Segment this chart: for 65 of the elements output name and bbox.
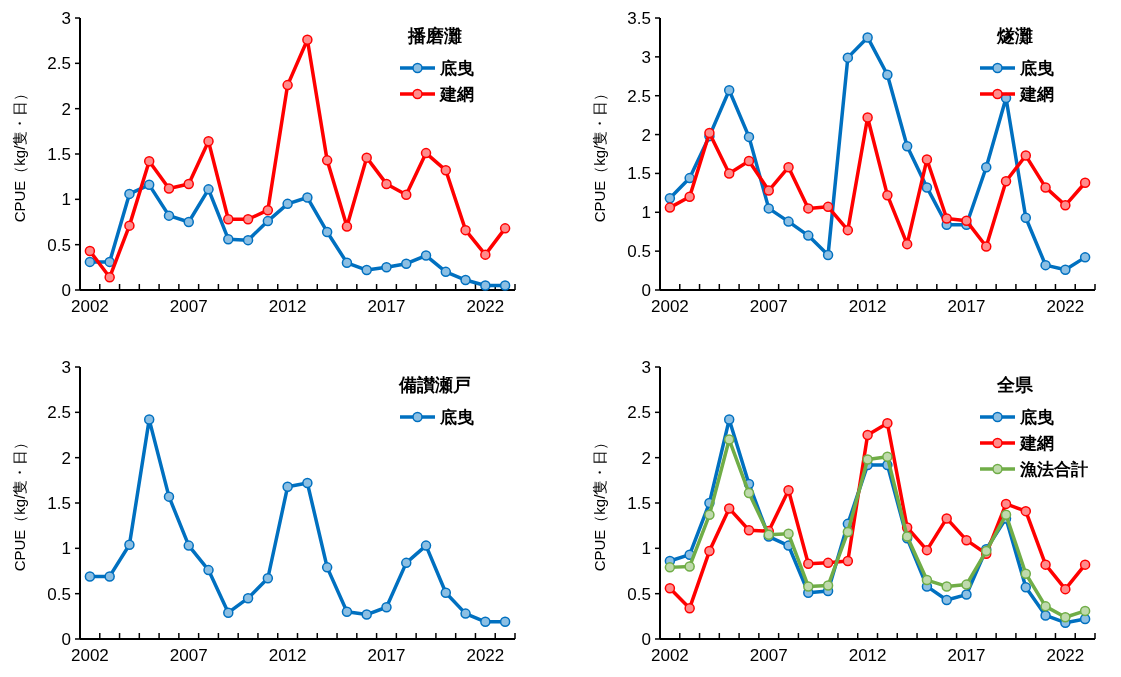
x-tick-label: 2022 bbox=[1046, 297, 1085, 316]
y-axis-title: CPUE（kg/隻・日） bbox=[11, 434, 28, 572]
y-tick-label: 0 bbox=[61, 281, 71, 300]
legend-label: 建網 bbox=[438, 85, 474, 104]
x-tick-label: 2022 bbox=[466, 297, 505, 316]
x-tick-label: 2012 bbox=[848, 646, 887, 665]
x-tick-label: 2002 bbox=[650, 297, 689, 316]
legend-title: 全県 bbox=[996, 375, 1034, 395]
legend-title: 備讃瀬戸 bbox=[398, 375, 471, 395]
x-tick-label: 2007 bbox=[749, 297, 788, 316]
y-tick-label: 3 bbox=[641, 358, 651, 377]
legend-label: 建網 bbox=[1018, 85, 1054, 104]
x-tick-label: 2012 bbox=[268, 646, 307, 665]
y-tick-label: 2.5 bbox=[627, 86, 651, 106]
x-tick-label: 2002 bbox=[650, 646, 689, 665]
y-tick-label: 1.5 bbox=[47, 494, 71, 513]
y-tick-label: 2 bbox=[61, 99, 71, 119]
y-axis-title: CPUE（kg/隻・日） bbox=[591, 434, 608, 572]
x-tick-label: 2012 bbox=[848, 297, 887, 316]
y-tick-label: 1 bbox=[641, 539, 651, 559]
x-tick-label: 2017 bbox=[367, 297, 406, 316]
legend-label: 建網 bbox=[1018, 434, 1054, 453]
x-tick-label: 2022 bbox=[1046, 646, 1085, 665]
y-tick-label: 0.5 bbox=[627, 584, 651, 604]
y-tick-label: 0 bbox=[641, 281, 651, 300]
y-tick-label: 3.5 bbox=[627, 9, 651, 28]
y-tick-label: 2 bbox=[641, 448, 651, 468]
x-tick-label: 2022 bbox=[466, 646, 505, 665]
x-tick-label: 2017 bbox=[367, 646, 406, 665]
y-tick-label: 2.5 bbox=[627, 403, 651, 423]
x-tick-label: 2007 bbox=[749, 646, 788, 665]
y-tick-label: 2.5 bbox=[47, 403, 71, 423]
legend-label: 漁法合計 bbox=[1019, 460, 1088, 479]
y-tick-label: 3 bbox=[61, 358, 71, 377]
y-tick-label: 1.5 bbox=[627, 164, 651, 184]
x-tick-label: 2007 bbox=[169, 297, 208, 316]
y-tick-label: 3 bbox=[61, 9, 71, 28]
x-tick-label: 2002 bbox=[70, 297, 109, 316]
y-tick-label: 0.5 bbox=[47, 235, 71, 255]
x-tick-label: 2012 bbox=[268, 297, 307, 316]
y-axis-title: CPUE（kg/隻・日） bbox=[11, 85, 28, 223]
y-tick-label: 2.5 bbox=[47, 54, 71, 74]
y-tick-label: 1 bbox=[641, 203, 651, 223]
y-tick-label: 0.5 bbox=[627, 242, 651, 262]
y-tick-label: 0 bbox=[641, 630, 651, 649]
y-tick-label: 1.5 bbox=[627, 494, 651, 513]
y-tick-label: 1 bbox=[61, 190, 71, 210]
x-tick-label: 2017 bbox=[947, 646, 986, 665]
y-axis-title: CPUE（kg/隻・日） bbox=[591, 85, 608, 223]
y-tick-label: 2 bbox=[61, 448, 71, 468]
y-tick-label: 1 bbox=[61, 539, 71, 559]
legend-title: 燧灘 bbox=[996, 26, 1033, 46]
x-tick-label: 2017 bbox=[947, 297, 986, 316]
y-tick-label: 2 bbox=[641, 125, 651, 145]
y-tick-label: 0 bbox=[61, 630, 71, 649]
y-tick-label: 1.5 bbox=[47, 145, 71, 164]
y-tick-label: 0.5 bbox=[47, 584, 71, 604]
legend-label: 底曳 bbox=[1019, 408, 1054, 427]
x-tick-label: 2002 bbox=[70, 646, 109, 665]
legend-label: 底曳 bbox=[439, 59, 474, 78]
legend-label: 底曳 bbox=[1019, 59, 1054, 78]
legend-title: 播磨灘 bbox=[407, 26, 462, 46]
x-tick-label: 2007 bbox=[169, 646, 208, 665]
legend-label: 底曳 bbox=[439, 408, 474, 427]
y-tick-label: 3 bbox=[641, 47, 651, 67]
